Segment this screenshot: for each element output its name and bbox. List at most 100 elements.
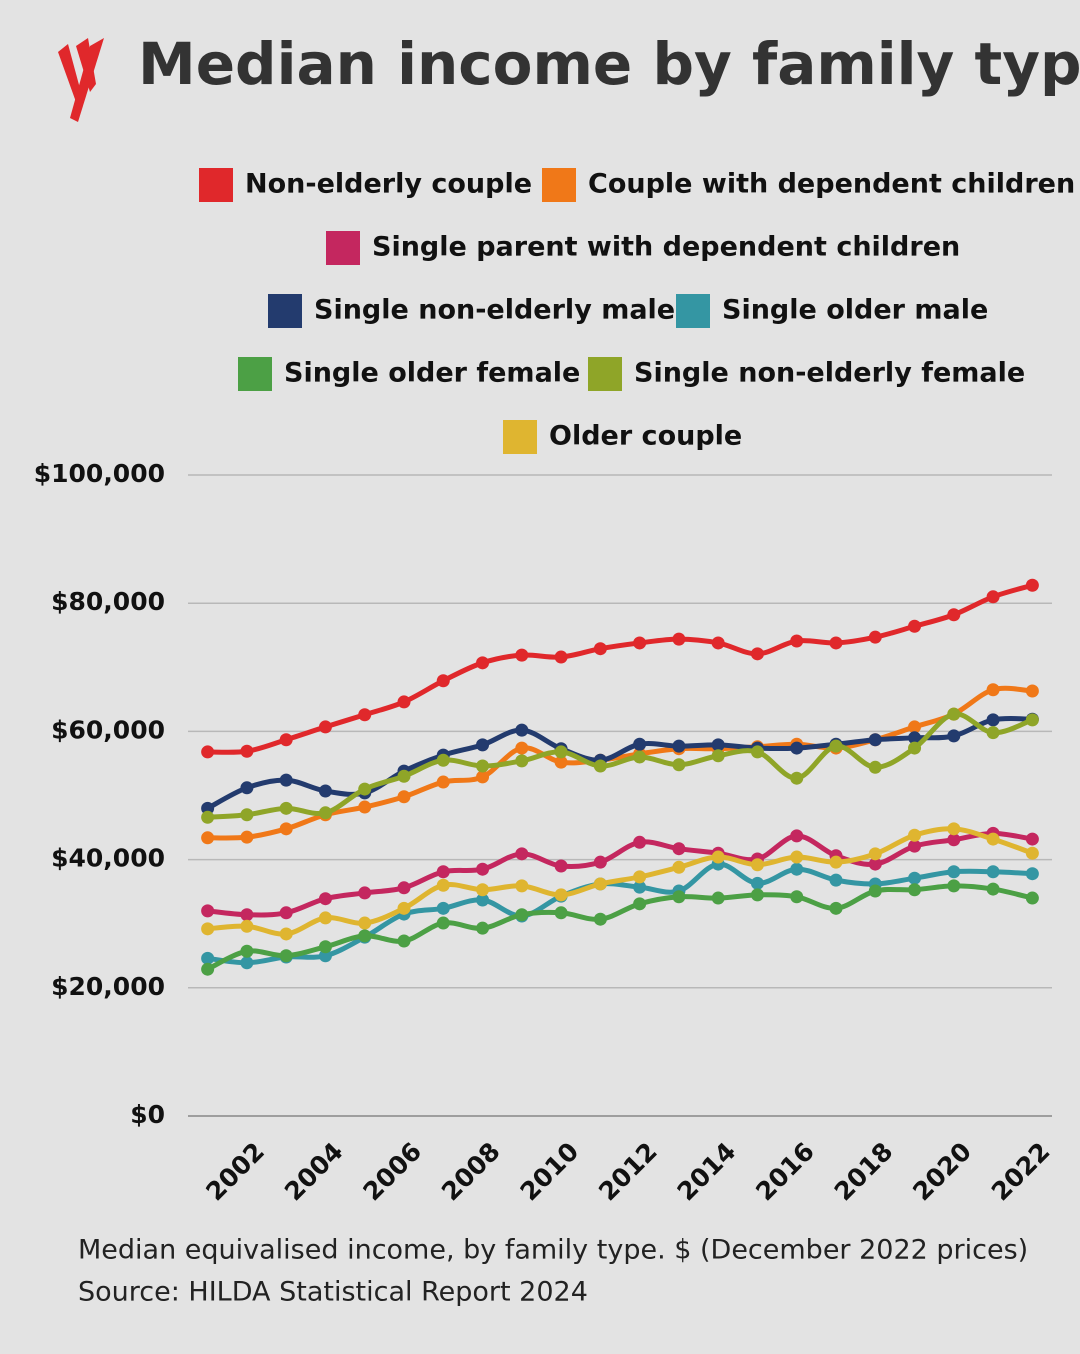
point [240,781,254,795]
series [201,578,1039,759]
point [476,921,490,935]
point [711,738,725,752]
point [476,759,490,773]
point [829,739,843,753]
point [750,876,764,890]
point [750,647,764,661]
chart-title: Median income by family type [138,30,1080,98]
point [986,683,1000,697]
point [436,674,450,688]
point [397,769,411,783]
point [908,619,922,633]
legend-swatch [238,357,272,391]
legend-label: Single older male [722,295,988,326]
point [947,707,961,721]
line [207,826,1034,937]
legend-label: Single non-elderly male [314,295,675,326]
point [476,738,490,752]
point [986,882,1000,896]
point [240,956,254,970]
point [201,962,215,976]
point [750,745,764,759]
point [240,744,254,758]
y-tick-label: $40,000 [51,844,165,873]
x-tick-label: 2022 [986,1137,1056,1207]
point [279,822,293,836]
point [1025,867,1039,881]
point [358,708,372,722]
point [318,806,332,820]
point [829,855,843,869]
point [711,749,725,763]
point [711,850,725,864]
point [947,879,961,893]
point [436,753,450,767]
point [240,908,254,922]
legend-label: Single parent with dependent children [372,232,960,263]
point [908,871,922,885]
point [318,940,332,954]
line [207,861,1033,966]
point [1025,713,1039,727]
point [672,860,686,874]
legend-swatch [268,294,302,328]
point [554,859,568,873]
point [1025,891,1039,905]
point [318,949,332,963]
point [593,855,607,869]
x-tick-label: 2018 [829,1137,899,1207]
x-tick-label: 2020 [907,1137,977,1207]
point [947,833,961,847]
point [358,782,372,796]
point [1025,832,1039,846]
point [908,720,922,734]
point [672,758,686,772]
point [201,745,215,759]
point [908,741,922,755]
line [207,685,1033,841]
point [240,919,254,933]
point [240,944,254,958]
point [279,906,293,920]
x-tick-label: 2016 [750,1137,820,1207]
point [436,878,450,892]
point [397,695,411,709]
line [207,582,1034,755]
point [515,879,529,893]
point [358,800,372,814]
point [633,737,647,751]
y-tick-label: $100,000 [34,459,165,488]
legend-label: Couple with dependent children [588,169,1075,200]
point [1025,578,1039,592]
legend-label: Single older female [284,358,580,389]
point [515,908,529,922]
point [986,865,1000,879]
point [201,810,215,824]
point [279,949,293,963]
point [358,929,372,943]
point [397,881,411,895]
point [868,847,882,861]
point [986,832,1000,846]
point [672,739,686,753]
x-tick-label: 2008 [436,1137,506,1207]
point [868,733,882,747]
legend-label: Older couple [549,421,742,452]
point [240,808,254,822]
legend-swatch [199,168,233,202]
point [515,741,529,755]
y-tick-label: $60,000 [51,715,165,744]
point [515,723,529,737]
point [201,831,215,845]
point [829,873,843,887]
x-tick-label: 2014 [672,1137,742,1207]
point [947,729,961,743]
legend-label: Single non-elderly female [634,358,1025,389]
legend-swatch [503,420,537,454]
series [201,822,1039,941]
point [1025,846,1039,860]
legend-swatch [542,168,576,202]
point [908,883,922,897]
